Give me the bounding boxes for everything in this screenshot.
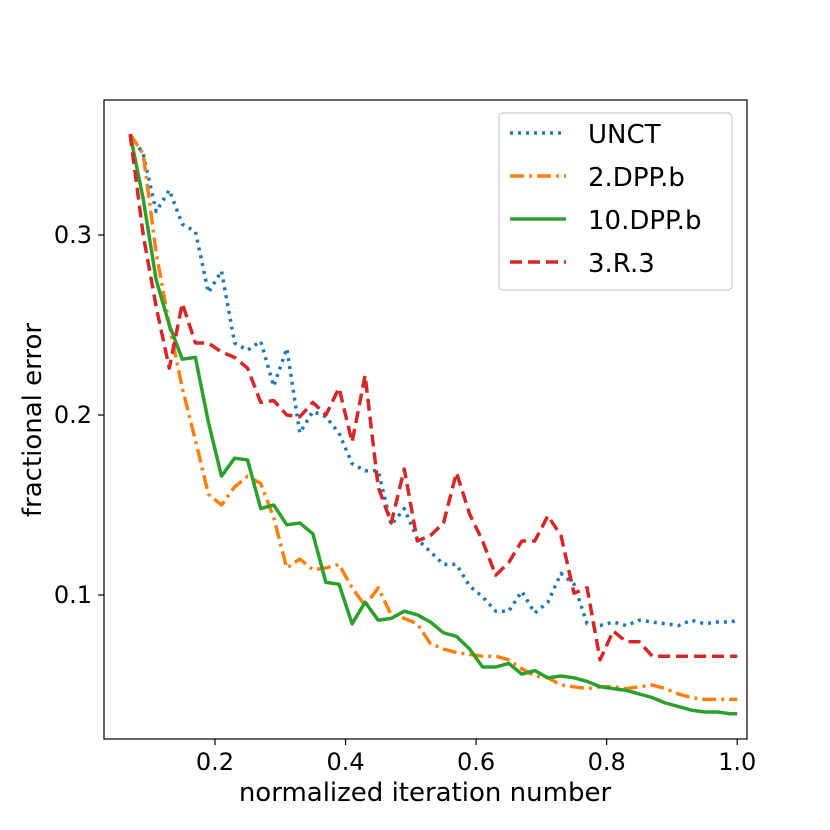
legend: UNCT 2.DPP.b 10.DPP.b 3.R.3: [498, 112, 733, 291]
legend-label-unct: UNCT: [588, 120, 661, 150]
legend-label-10-dpp-b: 10.DPP.b: [588, 206, 701, 236]
series-line-3-r-3: [128, 133, 738, 662]
y-axis-ticks: 0.1 0.2 0.3: [54, 221, 104, 609]
x-tick-label: 1.0: [718, 748, 756, 776]
x-tick-label: 0.4: [326, 748, 364, 776]
x-axis-label: normalized iteration number: [239, 778, 612, 808]
x-tick-label: 0.6: [457, 748, 495, 776]
x-tick-label: 0.8: [588, 748, 626, 776]
series-line-10-dpp-b: [128, 133, 738, 716]
y-tick-label: 0.2: [54, 401, 92, 429]
y-tick-label: 0.1: [54, 581, 92, 609]
legend-label-2-dpp-b: 2.DPP.b: [588, 163, 685, 193]
legend-frame: [498, 112, 733, 291]
series-line-2-dpp-b: [128, 133, 738, 702]
legend-entries: UNCT 2.DPP.b 10.DPP.b 3.R.3: [510, 120, 701, 279]
y-tick-label: 0.3: [54, 221, 92, 249]
x-tick-label: 0.2: [196, 748, 234, 776]
series-layer: [128, 133, 738, 716]
plot-area: 0.2 0.4 0.6 0.8 1.0 0.1 0.2 0.3: [54, 99, 756, 776]
y-axis-label: fractional error: [18, 323, 48, 518]
legend-label-3-r-3: 3.R.3: [588, 249, 655, 279]
x-axis-ticks: 0.2 0.4 0.6 0.8 1.0: [196, 739, 756, 776]
axes-frame: [103, 99, 748, 740]
